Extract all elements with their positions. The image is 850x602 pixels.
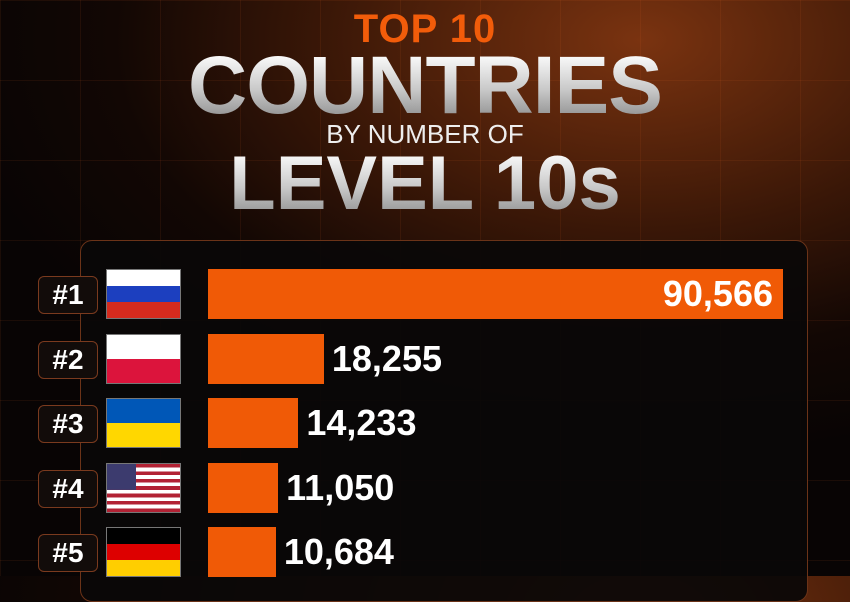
title-top: TOP 10 — [353, 7, 497, 51]
usa-flag-icon — [106, 462, 181, 513]
bar — [208, 462, 279, 513]
ukraine-flag-icon — [106, 398, 181, 448]
bar — [208, 398, 299, 448]
data-label: 90,566 — [662, 273, 773, 314]
data-label: 10,684 — [283, 531, 394, 572]
rank-badge: #1 — [38, 276, 98, 314]
bar — [208, 527, 276, 577]
data-label: 11,050 — [286, 466, 395, 508]
rank-badge: #3 — [38, 405, 98, 443]
bar — [208, 269, 783, 319]
russia-flag-icon — [106, 269, 181, 319]
germany-flag-icon — [106, 527, 181, 577]
title-bottom: LEVEL 10s — [0, 146, 850, 222]
rank-badge: #5 — [38, 534, 98, 572]
bar — [208, 333, 324, 384]
rank-badge: #2 — [38, 340, 98, 379]
title-sub: BY NUMBER OF — [326, 119, 524, 149]
rank-badge: #4 — [38, 469, 98, 508]
title-main: COUNTRIES — [0, 45, 850, 127]
data-label: 14,233 — [306, 402, 417, 443]
poland-flag-icon — [106, 333, 181, 384]
data-label: 18,255 — [331, 337, 442, 379]
